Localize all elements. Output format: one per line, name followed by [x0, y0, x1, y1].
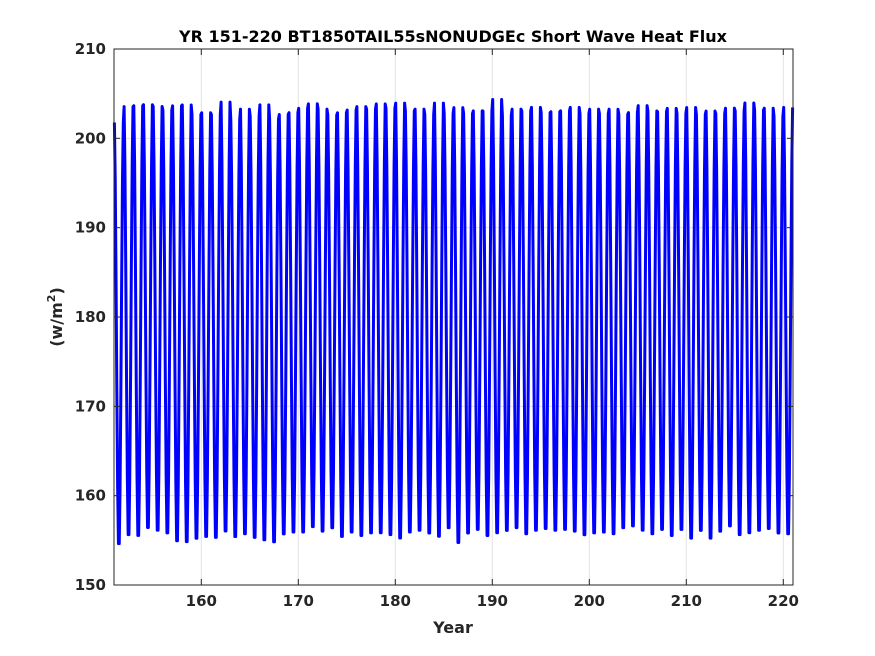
- tick-labels: 160 170 180 190 200 210 220 150 160 170 180 190 200 2…: [75, 40, 799, 610]
- x-tick-label: 160: [186, 592, 217, 610]
- x-tick-label: 190: [477, 592, 508, 610]
- series-line: [112, 98, 795, 546]
- y-tick-label: 160: [75, 487, 106, 505]
- x-tick-label: 170: [283, 592, 314, 610]
- y-axis-label-main: (w/m: [47, 302, 66, 347]
- x-tick-label: 210: [671, 592, 702, 610]
- y-tick-label: 180: [75, 308, 106, 326]
- y-tick-label: 200: [75, 129, 106, 147]
- y-tick-label: 170: [75, 397, 106, 415]
- y-axis-label-close: ): [47, 287, 66, 294]
- ticks: [114, 48, 793, 586]
- y-axis-label-superscript: 2: [45, 295, 58, 303]
- y-tick-label: 150: [75, 576, 106, 594]
- series-layer: [112, 98, 795, 546]
- x-tick-label: 200: [574, 592, 605, 610]
- y-axis-label: (w/m2): [45, 287, 66, 347]
- x-axis-label: Year: [432, 618, 473, 637]
- y-tick-label: 190: [75, 219, 106, 237]
- chart-title: YR 151-220 BT1850TAIL55sNONUDGEc Short W…: [178, 27, 728, 46]
- x-tick-label: 220: [768, 592, 799, 610]
- y-tick-label: 210: [75, 40, 106, 58]
- x-tick-label: 180: [380, 592, 411, 610]
